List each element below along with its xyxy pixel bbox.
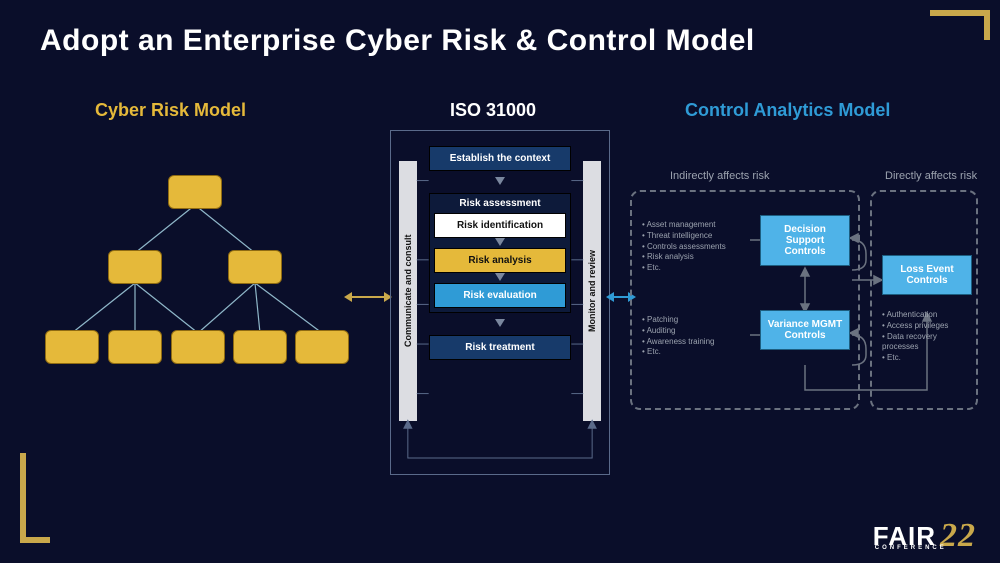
heading-iso: ISO 31000 — [450, 100, 536, 121]
heading-cyber-risk: Cyber Risk Model — [95, 100, 246, 121]
corner-accent-bottom-left — [20, 453, 90, 543]
control-analytics-diagram: Indirectly affects risk Directly affects… — [630, 160, 980, 430]
logo-sub: CONFERENCE — [875, 545, 947, 551]
tree-node-r — [228, 250, 282, 284]
tree-node-a — [45, 330, 99, 364]
box-decision-support: Decision Support Controls — [760, 215, 850, 266]
page-title: Adopt an Enterprise Cyber Risk & Control… — [40, 24, 755, 58]
down-arrow-icon — [434, 238, 566, 248]
control-arrows — [630, 160, 980, 430]
iso-assessment-group: Risk assessment Risk identification Risk… — [429, 193, 571, 313]
iso-label-assessment: Risk assessment — [434, 198, 566, 209]
down-arrow-icon — [429, 319, 571, 329]
iso-box-establish: Establish the context — [429, 146, 571, 171]
bullets-decision: Asset management Threat intelligence Con… — [642, 220, 752, 274]
tree-node-c — [171, 330, 225, 364]
down-arrow-icon — [429, 177, 571, 187]
bullet: Risk analysis — [642, 252, 752, 263]
iso-box-analysis: Risk analysis — [434, 248, 566, 273]
heading-control: Control Analytics Model — [685, 100, 890, 121]
bullet: Etc. — [642, 263, 752, 274]
connector-tree-to-iso — [350, 296, 386, 298]
bullet: Authentication — [882, 310, 974, 321]
tree-node-d — [233, 330, 287, 364]
tree-node-l — [108, 250, 162, 284]
fair-conference-logo: FAIR CONFERENCE 22 — [873, 522, 976, 549]
iso-box-identification: Risk identification — [434, 213, 566, 238]
iso-31000-diagram: Communicate and consult Monitor and revi… — [390, 130, 610, 475]
bullet: Etc. — [882, 353, 974, 364]
bullet: Asset management — [642, 220, 752, 231]
bullet: Threat intelligence — [642, 231, 752, 242]
bullets-loss: Authentication Access privileges Data re… — [882, 310, 974, 364]
bullet: Access privileges — [882, 321, 974, 332]
cyber-risk-tree — [40, 175, 350, 395]
down-arrow-icon — [434, 273, 566, 283]
bullet: Auditing — [642, 326, 752, 337]
connector-iso-to-control — [612, 296, 630, 298]
box-loss-event: Loss Event Controls — [882, 255, 972, 295]
iso-box-evaluation: Risk evaluation — [434, 283, 566, 308]
bullets-variance: Patching Auditing Awareness training Etc… — [642, 315, 752, 358]
box-variance-mgmt: Variance MGMT Controls — [760, 310, 850, 350]
tree-node-e — [295, 330, 349, 364]
bullet: Data recovery processes — [882, 332, 974, 354]
tree-node-b — [108, 330, 162, 364]
iso-box-treatment: Risk treatment — [429, 335, 571, 360]
bullet: Awareness training — [642, 337, 752, 348]
bullet: Etc. — [642, 347, 752, 358]
bullet: Patching — [642, 315, 752, 326]
corner-accent-top-right — [930, 0, 1000, 40]
tree-node-root — [168, 175, 222, 209]
bullet: Controls assessments — [642, 242, 752, 253]
